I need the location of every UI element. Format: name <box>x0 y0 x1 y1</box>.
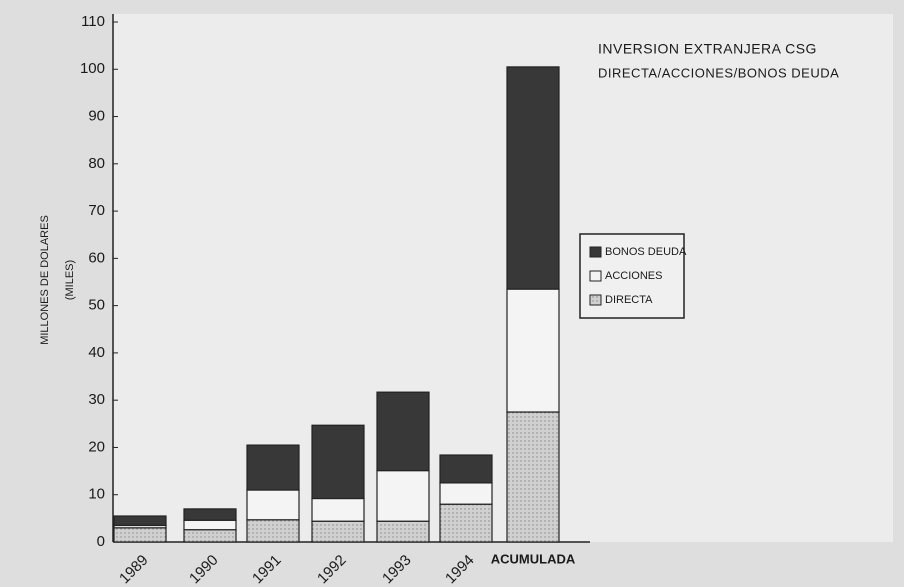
y-tick-label: 110 <box>81 13 105 30</box>
y-tick-label: 100 <box>80 60 105 77</box>
y-tick-label: 70 <box>88 202 105 219</box>
plot-area <box>113 14 893 542</box>
legend-label: BONOS DEUDA <box>605 246 687 258</box>
y-tick-label: 50 <box>88 297 105 314</box>
bar-segment <box>311 520 365 543</box>
bar-segment <box>506 66 560 290</box>
y-axis-label-2: (MILES) <box>64 260 76 300</box>
bar-segment <box>113 527 167 543</box>
legend-label: ACCIONES <box>605 270 662 282</box>
y-tick-label: 90 <box>88 108 105 125</box>
bar-segment <box>376 520 430 543</box>
y-tick-label: 30 <box>88 391 105 408</box>
bar-segment <box>183 529 237 543</box>
legend-swatch <box>589 294 602 306</box>
bar-segment <box>311 497 365 522</box>
bar-segment <box>311 424 365 500</box>
x-tick-label: ACUMULADA <box>491 551 576 566</box>
bar-segment <box>439 454 493 484</box>
y-tick-label: 80 <box>88 155 105 172</box>
bar-segment <box>506 288 560 413</box>
chart-title: INVERSION EXTRANJERA CSG <box>598 41 817 57</box>
bar-segment <box>506 411 560 543</box>
legend-label: DIRECTA <box>605 294 653 306</box>
bar-segment <box>376 391 430 472</box>
bar-segment <box>183 508 237 521</box>
bar-segment <box>183 519 237 531</box>
bar-segment <box>439 482 493 505</box>
bar-segment <box>246 489 300 521</box>
bar-segment <box>439 503 493 543</box>
bar-segment <box>246 444 300 491</box>
y-tick-label: 0 <box>97 533 105 550</box>
y-tick-label: 20 <box>88 438 105 455</box>
y-tick-label: 40 <box>88 344 105 361</box>
bar-segment <box>376 470 430 522</box>
bar-segment <box>113 515 167 527</box>
legend-swatch <box>589 270 602 282</box>
chart-subtitle: DIRECTA/ACCIONES/BONOS DEUDA <box>598 65 839 80</box>
legend-swatch <box>589 246 602 258</box>
y-tick-label: 60 <box>88 249 105 266</box>
y-axis-label: MILLONES DE DOLARES <box>39 215 51 345</box>
bar-segment <box>246 519 300 543</box>
y-tick-label: 10 <box>88 486 105 503</box>
